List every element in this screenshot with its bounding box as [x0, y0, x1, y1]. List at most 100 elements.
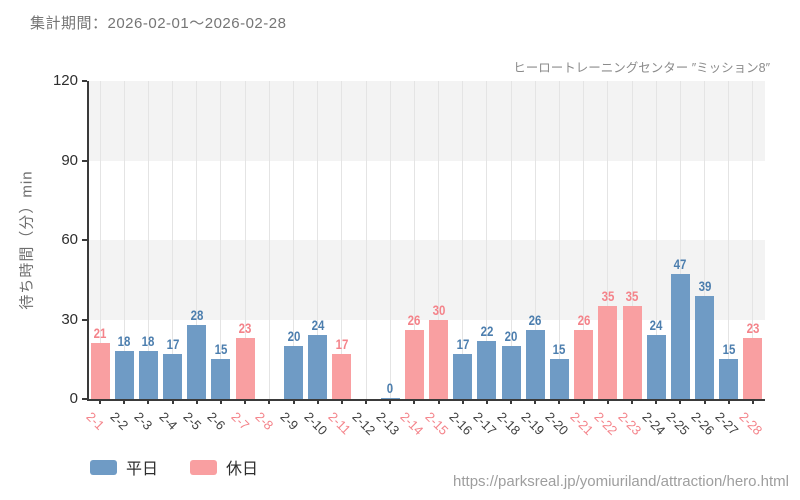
- grid-band: [88, 81, 765, 161]
- x-tick-label: 2-26: [687, 409, 717, 439]
- x-tick-mark: [703, 399, 706, 404]
- bar-2-26: [695, 295, 715, 399]
- y-tick-label: 0: [69, 390, 78, 407]
- x-tick-label: 2-10: [301, 409, 331, 439]
- bar-value-label: 26: [408, 313, 421, 329]
- vertical-gridline: [752, 81, 754, 399]
- holiday-color-swatch: [190, 459, 218, 475]
- y-axis-spine: [87, 81, 89, 399]
- vertical-gridline: [147, 81, 149, 399]
- x-tick-mark: [751, 399, 754, 404]
- bar-value-label: 18: [117, 334, 131, 350]
- bar-2-15: [429, 319, 449, 399]
- x-tick-label: 2-13: [373, 409, 403, 439]
- vertical-gridline: [534, 81, 536, 399]
- vertical-gridline: [462, 81, 464, 399]
- vertical-gridline: [220, 81, 222, 399]
- bar-value-label: 18: [142, 334, 155, 350]
- attraction-name-label: ヒーロートレーニングセンター ″ミッション8″: [513, 61, 770, 75]
- x-tick-mark: [655, 399, 658, 404]
- bar-value-label: 15: [214, 342, 228, 358]
- vertical-gridline: [99, 81, 101, 399]
- x-tick-label: 2-15: [421, 409, 451, 439]
- x-tick-label: 2-8: [252, 409, 277, 433]
- bar-2-9: [284, 346, 304, 399]
- bar-2-19: [525, 330, 545, 399]
- vertical-gridline: [704, 81, 706, 399]
- bar-2-23: [622, 306, 642, 399]
- vertical-gridline: [389, 81, 391, 399]
- x-tick-label: 2-23: [615, 409, 645, 439]
- x-tick-label: 2-1: [83, 409, 108, 433]
- bar-2-7: [235, 338, 255, 399]
- x-tick-mark: [147, 399, 150, 404]
- vertical-gridline: [244, 81, 246, 399]
- bar-2-28: [743, 338, 763, 399]
- vertical-gridline: [558, 81, 560, 399]
- vertical-gridline: [317, 81, 319, 399]
- x-tick-mark: [631, 399, 634, 404]
- x-tick-label: 2-21: [567, 409, 597, 439]
- y-tick-mark: [82, 398, 87, 400]
- x-tick-label: 2-12: [349, 409, 379, 439]
- vertical-gridline: [268, 81, 270, 399]
- y-tick-label: 90: [61, 151, 78, 169]
- weekday-color-swatch: [90, 459, 117, 475]
- x-tick-label: 2-22: [591, 409, 621, 439]
- grid-band: [88, 160, 765, 240]
- bar-value-label: 28: [190, 307, 204, 323]
- bar-value-label: 35: [625, 289, 639, 305]
- x-tick-label: 2-25: [663, 409, 693, 439]
- bar-value-label: 24: [649, 318, 663, 334]
- y-tick-label: 30: [61, 310, 78, 328]
- bar-value-label: 15: [553, 342, 566, 358]
- x-tick-label: 2-14: [397, 409, 427, 439]
- bar-value-label: 30: [432, 302, 445, 318]
- legend-label-weekday: 平日: [126, 461, 159, 478]
- vertical-gridline: [123, 81, 125, 399]
- x-tick-label: 2-19: [518, 409, 548, 439]
- vertical-gridline: [631, 81, 633, 399]
- bar-2-25: [670, 274, 690, 399]
- y-tick-mark: [82, 80, 87, 82]
- x-tick-mark: [534, 399, 537, 404]
- y-tick-mark: [82, 239, 87, 241]
- bar-2-10: [308, 335, 328, 399]
- vertical-gridline: [583, 81, 585, 399]
- x-tick-mark: [485, 399, 488, 404]
- bar-2-6: [211, 359, 231, 399]
- bar-value-label: 47: [673, 257, 687, 273]
- bar-2-21: [574, 330, 594, 399]
- x-tick-label: 2-11: [325, 409, 354, 438]
- x-tick-mark: [268, 399, 271, 404]
- source-url: https://parksreal.jp/yomiuriland/attract…: [453, 473, 789, 490]
- x-tick-mark: [413, 399, 416, 404]
- x-tick-label: 2-5: [180, 409, 205, 433]
- x-tick-label: 2-6: [204, 409, 229, 433]
- bar-value-label: 20: [287, 329, 300, 344]
- x-tick-label: 2-24: [639, 409, 669, 439]
- x-tick-mark: [316, 399, 319, 404]
- x-tick-label: 2-7: [228, 409, 253, 433]
- x-tick-mark: [195, 399, 198, 404]
- x-tick-mark: [292, 399, 295, 404]
- bar-value-label: 17: [335, 336, 349, 352]
- bar-2-18: [501, 346, 521, 399]
- vertical-gridline: [293, 81, 295, 399]
- bar-2-4: [163, 353, 183, 399]
- bar-2-3: [138, 351, 158, 399]
- x-tick-label: 2-20: [542, 409, 572, 439]
- bar-2-1: [90, 343, 110, 399]
- aggregation-period-label: 集計期間：2026-02-01～2026-02-28: [30, 15, 287, 32]
- x-tick-mark: [219, 399, 222, 404]
- legend-label-holiday: 休日: [226, 461, 259, 478]
- bar-value-label: 26: [577, 313, 591, 329]
- x-tick-label: 2-17: [470, 409, 500, 439]
- vertical-gridline: [510, 81, 512, 399]
- x-tick-label: 2-28: [736, 409, 766, 439]
- y-tick-mark: [82, 318, 87, 321]
- bar-value-label: 22: [480, 323, 494, 339]
- x-tick-label: 2-16: [446, 409, 476, 439]
- bar-value-label: 15: [722, 342, 736, 358]
- x-axis-spine: [87, 399, 765, 401]
